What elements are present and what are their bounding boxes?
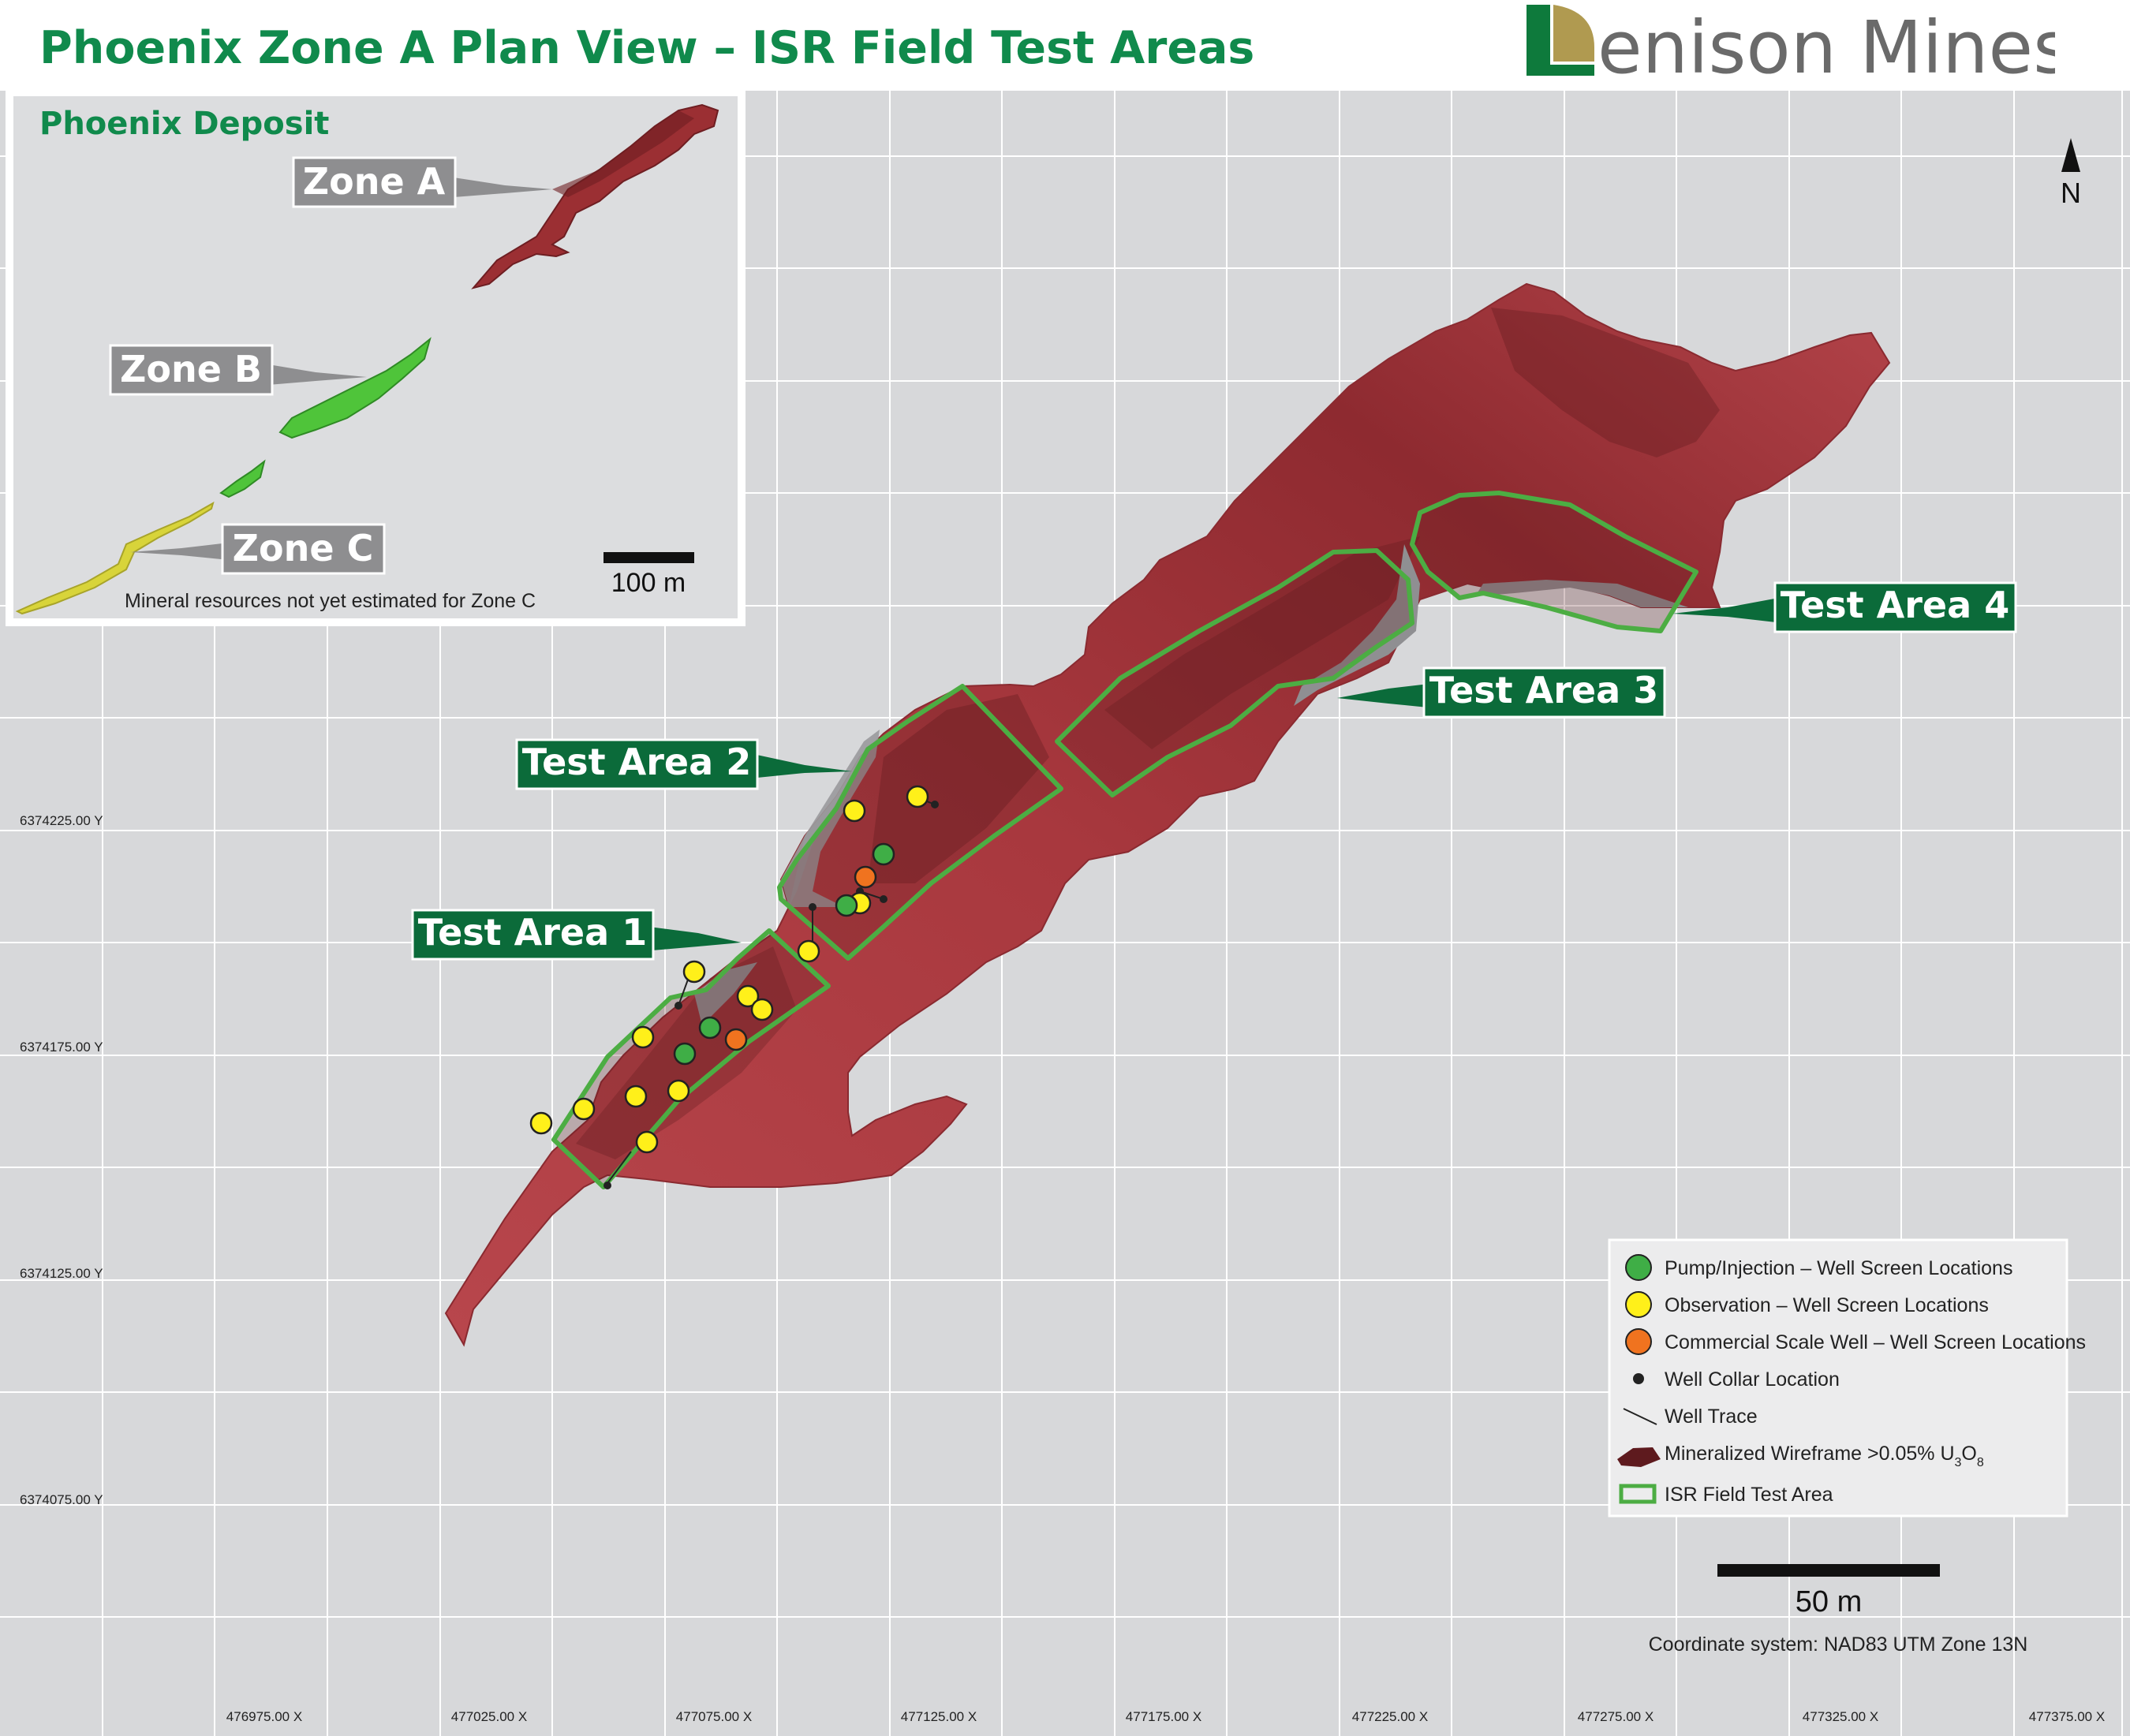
y-tick-label: 6374175.00 Y bbox=[20, 1040, 103, 1055]
x-tick-label: 477075.00 X bbox=[676, 1709, 752, 1724]
legend-wireframe-prefix: Mineralized Wireframe >0.05% U bbox=[1665, 1443, 1955, 1465]
pump-injection-well bbox=[700, 1017, 720, 1038]
x-tick-label: 477025.00 X bbox=[451, 1709, 527, 1724]
legend-pump-swatch bbox=[1626, 1255, 1651, 1280]
zone-a-label: Zone A bbox=[303, 160, 446, 203]
zone-b-label: Zone B bbox=[120, 348, 262, 390]
legend-wireframe-sub2: 8 bbox=[1977, 1456, 1984, 1469]
observation-well bbox=[668, 1081, 689, 1101]
x-tick-label: 477325.00 X bbox=[1803, 1709, 1878, 1724]
coordinate-system: Coordinate system: NAD83 UTM Zone 13N bbox=[1649, 1633, 2028, 1656]
commercial-scale-well bbox=[726, 1029, 746, 1050]
legend-commercial-swatch bbox=[1626, 1329, 1651, 1354]
legend-wireframe-sub1: 3 bbox=[1955, 1456, 1962, 1469]
test-area-2-label: Test Area 2 bbox=[522, 741, 751, 783]
inset-scale-bar bbox=[604, 552, 694, 563]
legend-observation-swatch bbox=[1626, 1292, 1651, 1317]
observation-well bbox=[531, 1113, 551, 1133]
test-area-3-label: Test Area 3 bbox=[1429, 669, 1658, 711]
x-tick-label: 477125.00 X bbox=[901, 1709, 977, 1724]
pump-injection-well bbox=[836, 895, 857, 916]
observation-well bbox=[574, 1099, 594, 1119]
y-tick-label: 6374225.00 Y bbox=[20, 813, 103, 828]
x-axis-ticks: 476975.00 X 477025.00 X 477075.00 X 477125.… bbox=[226, 1709, 2105, 1724]
x-tick-label: 477225.00 X bbox=[1352, 1709, 1428, 1724]
zone-c-label: Zone C bbox=[233, 527, 374, 569]
legend-collar-swatch bbox=[1633, 1373, 1644, 1384]
observation-well bbox=[637, 1132, 657, 1152]
inset-scale-label: 100 m bbox=[611, 568, 686, 598]
x-tick-label: 477275.00 X bbox=[1578, 1709, 1654, 1724]
pump-injection-well bbox=[674, 1043, 695, 1064]
legend-observation: Observation – Well Screen Locations bbox=[1665, 1294, 1989, 1316]
legend-test-area: ISR Field Test Area bbox=[1665, 1484, 1833, 1506]
scale-bar bbox=[1717, 1564, 1940, 1577]
inset-map: Phoenix Deposit Zone A Zone B Zone C Min… bbox=[9, 92, 742, 622]
observation-well bbox=[907, 786, 928, 807]
observation-well bbox=[844, 801, 865, 821]
inset-note: Mineral resources not yet estimated for … bbox=[125, 590, 536, 612]
legend-commercial: Commercial Scale Well – Well Screen Loca… bbox=[1665, 1331, 2086, 1353]
test-area-4-label: Test Area 4 bbox=[1781, 584, 2009, 626]
legend-pump: Pump/Injection – Well Screen Locations bbox=[1665, 1257, 2012, 1279]
commercial-scale-well bbox=[855, 867, 876, 887]
observation-well bbox=[684, 961, 704, 982]
north-label: N bbox=[2061, 177, 2081, 209]
legend-collar: Well Collar Location bbox=[1665, 1368, 1840, 1391]
x-tick-label: 476975.00 X bbox=[226, 1709, 302, 1724]
x-tick-label: 477375.00 X bbox=[2029, 1709, 2105, 1724]
inset-title: Phoenix Deposit bbox=[39, 106, 329, 142]
observation-well bbox=[752, 999, 772, 1020]
scale-bar-label: 50 m bbox=[1796, 1585, 1862, 1618]
test-area-1-label: Test Area 1 bbox=[418, 911, 647, 954]
pump-injection-well bbox=[873, 844, 894, 864]
x-tick-label: 477175.00 X bbox=[1126, 1709, 1201, 1724]
observation-well bbox=[626, 1086, 646, 1107]
legend: Pump/Injection – Well Screen Locations O… bbox=[1609, 1240, 2086, 1516]
observation-well bbox=[633, 1027, 653, 1047]
legend-wireframe-mid: O bbox=[1961, 1443, 1976, 1465]
y-tick-label: 6374125.00 Y bbox=[20, 1266, 103, 1281]
legend-trace: Well Trace bbox=[1665, 1406, 1758, 1428]
observation-well bbox=[798, 941, 819, 961]
y-tick-label: 6374075.00 Y bbox=[20, 1492, 103, 1507]
